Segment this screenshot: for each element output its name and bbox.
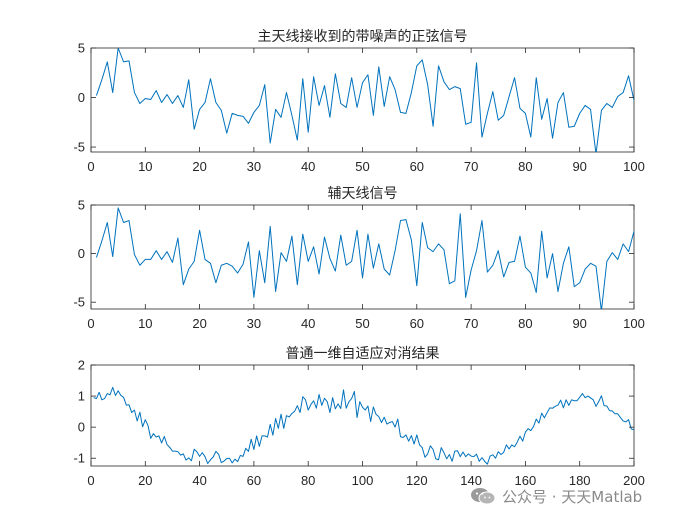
x-tick-label: 30 [247,316,261,331]
series-line [95,48,634,152]
x-tick-label: 60 [410,316,424,331]
x-tick-label: 20 [138,473,152,488]
x-tick-label: 10 [138,159,152,174]
x-tick-label: 60 [410,159,424,174]
x-tick-label: 70 [464,316,478,331]
x-tick-label: 40 [301,159,315,174]
y-tick-label: 0 [78,90,85,105]
chart-title: 普通一维自适应对消结果 [286,345,440,362]
y-tick-label: -1 [73,451,85,466]
y-tick-label: 5 [78,198,85,213]
x-tick-label: 40 [301,316,315,331]
x-tick-label: 100 [623,159,645,174]
y-tick-label: 0 [78,420,85,435]
x-tick-label: 120 [406,473,428,488]
watermark: 公众号 · 天天Matlab [470,484,642,508]
x-tick-label: 50 [355,316,369,331]
x-tick-label: 90 [572,316,586,331]
plot-area [90,204,635,310]
x-tick-label: 160 [515,473,537,488]
x-tick-label: 100 [352,473,374,488]
y-tick-label: 5 [78,41,85,56]
plot-area [90,47,635,153]
watermark-text: 公众号 · 天天Matlab [502,487,643,506]
series-line [93,386,634,465]
x-tick-label: 180 [569,473,591,488]
x-tick-label: 10 [138,316,152,331]
x-tick-label: 100 [623,316,645,331]
x-tick-label: 60 [247,473,261,488]
subplot-cancellation-result: 0 20 40 60 80 100 120 140 160 180 200-1012普通一维自适应对… [73,345,645,488]
x-tick-label: 20 [192,316,206,331]
x-tick-label: 80 [301,473,315,488]
x-tick-label: 20 [192,159,206,174]
series-line [95,207,634,309]
subplot-main-antenna: 0 10 20 30 40 50 60 70 80 90 100-505主天线接收到的带噪声的正弦信… [73,28,645,174]
x-tick-label: 80 [518,159,532,174]
x-tick-label: 0 [87,159,94,174]
x-tick-label: 30 [247,159,261,174]
x-tick-label: 90 [572,159,586,174]
chart-title: 辅天线信号 [328,186,398,202]
y-tick-label: -5 [73,295,85,310]
y-tick-label: -5 [73,140,85,155]
wechat-icon [471,488,496,505]
y-tick-label: 0 [78,246,85,261]
x-tick-label: 0 [87,473,94,488]
x-tick-label: 0 [87,316,94,331]
x-tick-label: 80 [518,316,532,331]
y-tick-label: 1 [78,389,85,404]
y-tick-label: 2 [78,358,85,373]
x-tick-label: 50 [355,159,369,174]
x-tick-label: 140 [460,473,482,488]
x-tick-label: 40 [192,473,206,488]
chart-title: 主天线接收到的带噪声的正弦信号 [258,28,468,45]
x-tick-label: 70 [464,159,478,174]
x-tick-label: 200 [623,473,645,488]
